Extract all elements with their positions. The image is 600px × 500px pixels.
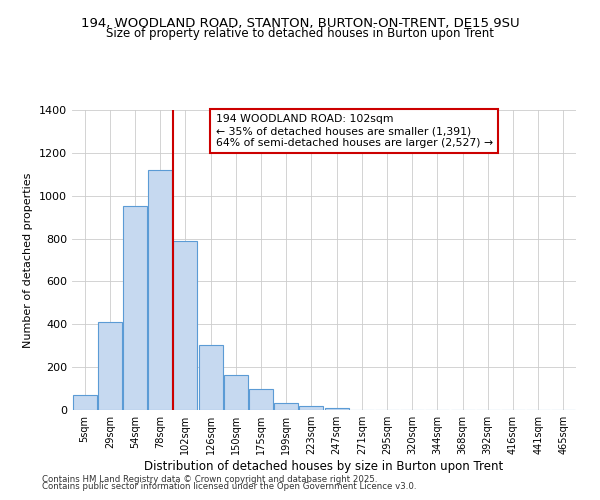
Text: 194 WOODLAND ROAD: 102sqm
← 35% of detached houses are smaller (1,391)
64% of se: 194 WOODLAND ROAD: 102sqm ← 35% of detac… [215,114,493,148]
Text: Contains HM Land Registry data © Crown copyright and database right 2025.: Contains HM Land Registry data © Crown c… [42,475,377,484]
Bar [274,402,298,410]
Bar [173,240,197,410]
Bar [299,406,323,410]
Bar [123,206,147,410]
Text: Size of property relative to detached houses in Burton upon Trent: Size of property relative to detached ho… [106,28,494,40]
Text: 194, WOODLAND ROAD, STANTON, BURTON-ON-TRENT, DE15 9SU: 194, WOODLAND ROAD, STANTON, BURTON-ON-T… [80,18,520,30]
Text: Contains public sector information licensed under the Open Government Licence v3: Contains public sector information licen… [42,482,416,491]
Bar [98,322,122,410]
Bar [199,344,223,410]
Y-axis label: Number of detached properties: Number of detached properties [23,172,34,348]
Bar [325,408,349,410]
Bar [148,170,172,410]
Bar [224,376,248,410]
Bar [73,395,97,410]
X-axis label: Distribution of detached houses by size in Burton upon Trent: Distribution of detached houses by size … [145,460,503,473]
Bar [249,388,273,410]
